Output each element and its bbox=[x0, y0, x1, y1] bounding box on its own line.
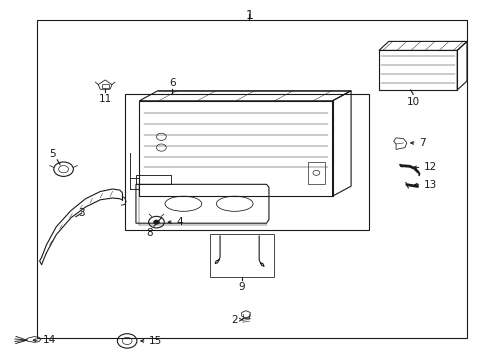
Circle shape bbox=[153, 220, 159, 224]
Bar bbox=[307, 162, 325, 184]
Text: 4: 4 bbox=[176, 217, 183, 227]
Bar bbox=[124, 94, 368, 230]
Text: 7: 7 bbox=[419, 138, 426, 148]
Text: 13: 13 bbox=[423, 180, 436, 190]
Text: 3: 3 bbox=[78, 208, 85, 218]
Bar bbox=[102, 84, 108, 88]
Text: 12: 12 bbox=[423, 162, 436, 172]
Text: 15: 15 bbox=[149, 336, 162, 346]
Text: 5: 5 bbox=[49, 149, 56, 159]
Text: 1: 1 bbox=[245, 9, 253, 22]
Text: 6: 6 bbox=[168, 78, 175, 88]
Text: 8: 8 bbox=[145, 228, 152, 238]
Text: 9: 9 bbox=[238, 282, 245, 292]
Text: 14: 14 bbox=[42, 335, 56, 345]
Text: 10: 10 bbox=[406, 97, 419, 107]
Bar bbox=[210, 234, 273, 277]
Text: 2: 2 bbox=[230, 315, 237, 325]
Text: 11: 11 bbox=[98, 94, 112, 104]
Bar bbox=[37, 20, 466, 338]
